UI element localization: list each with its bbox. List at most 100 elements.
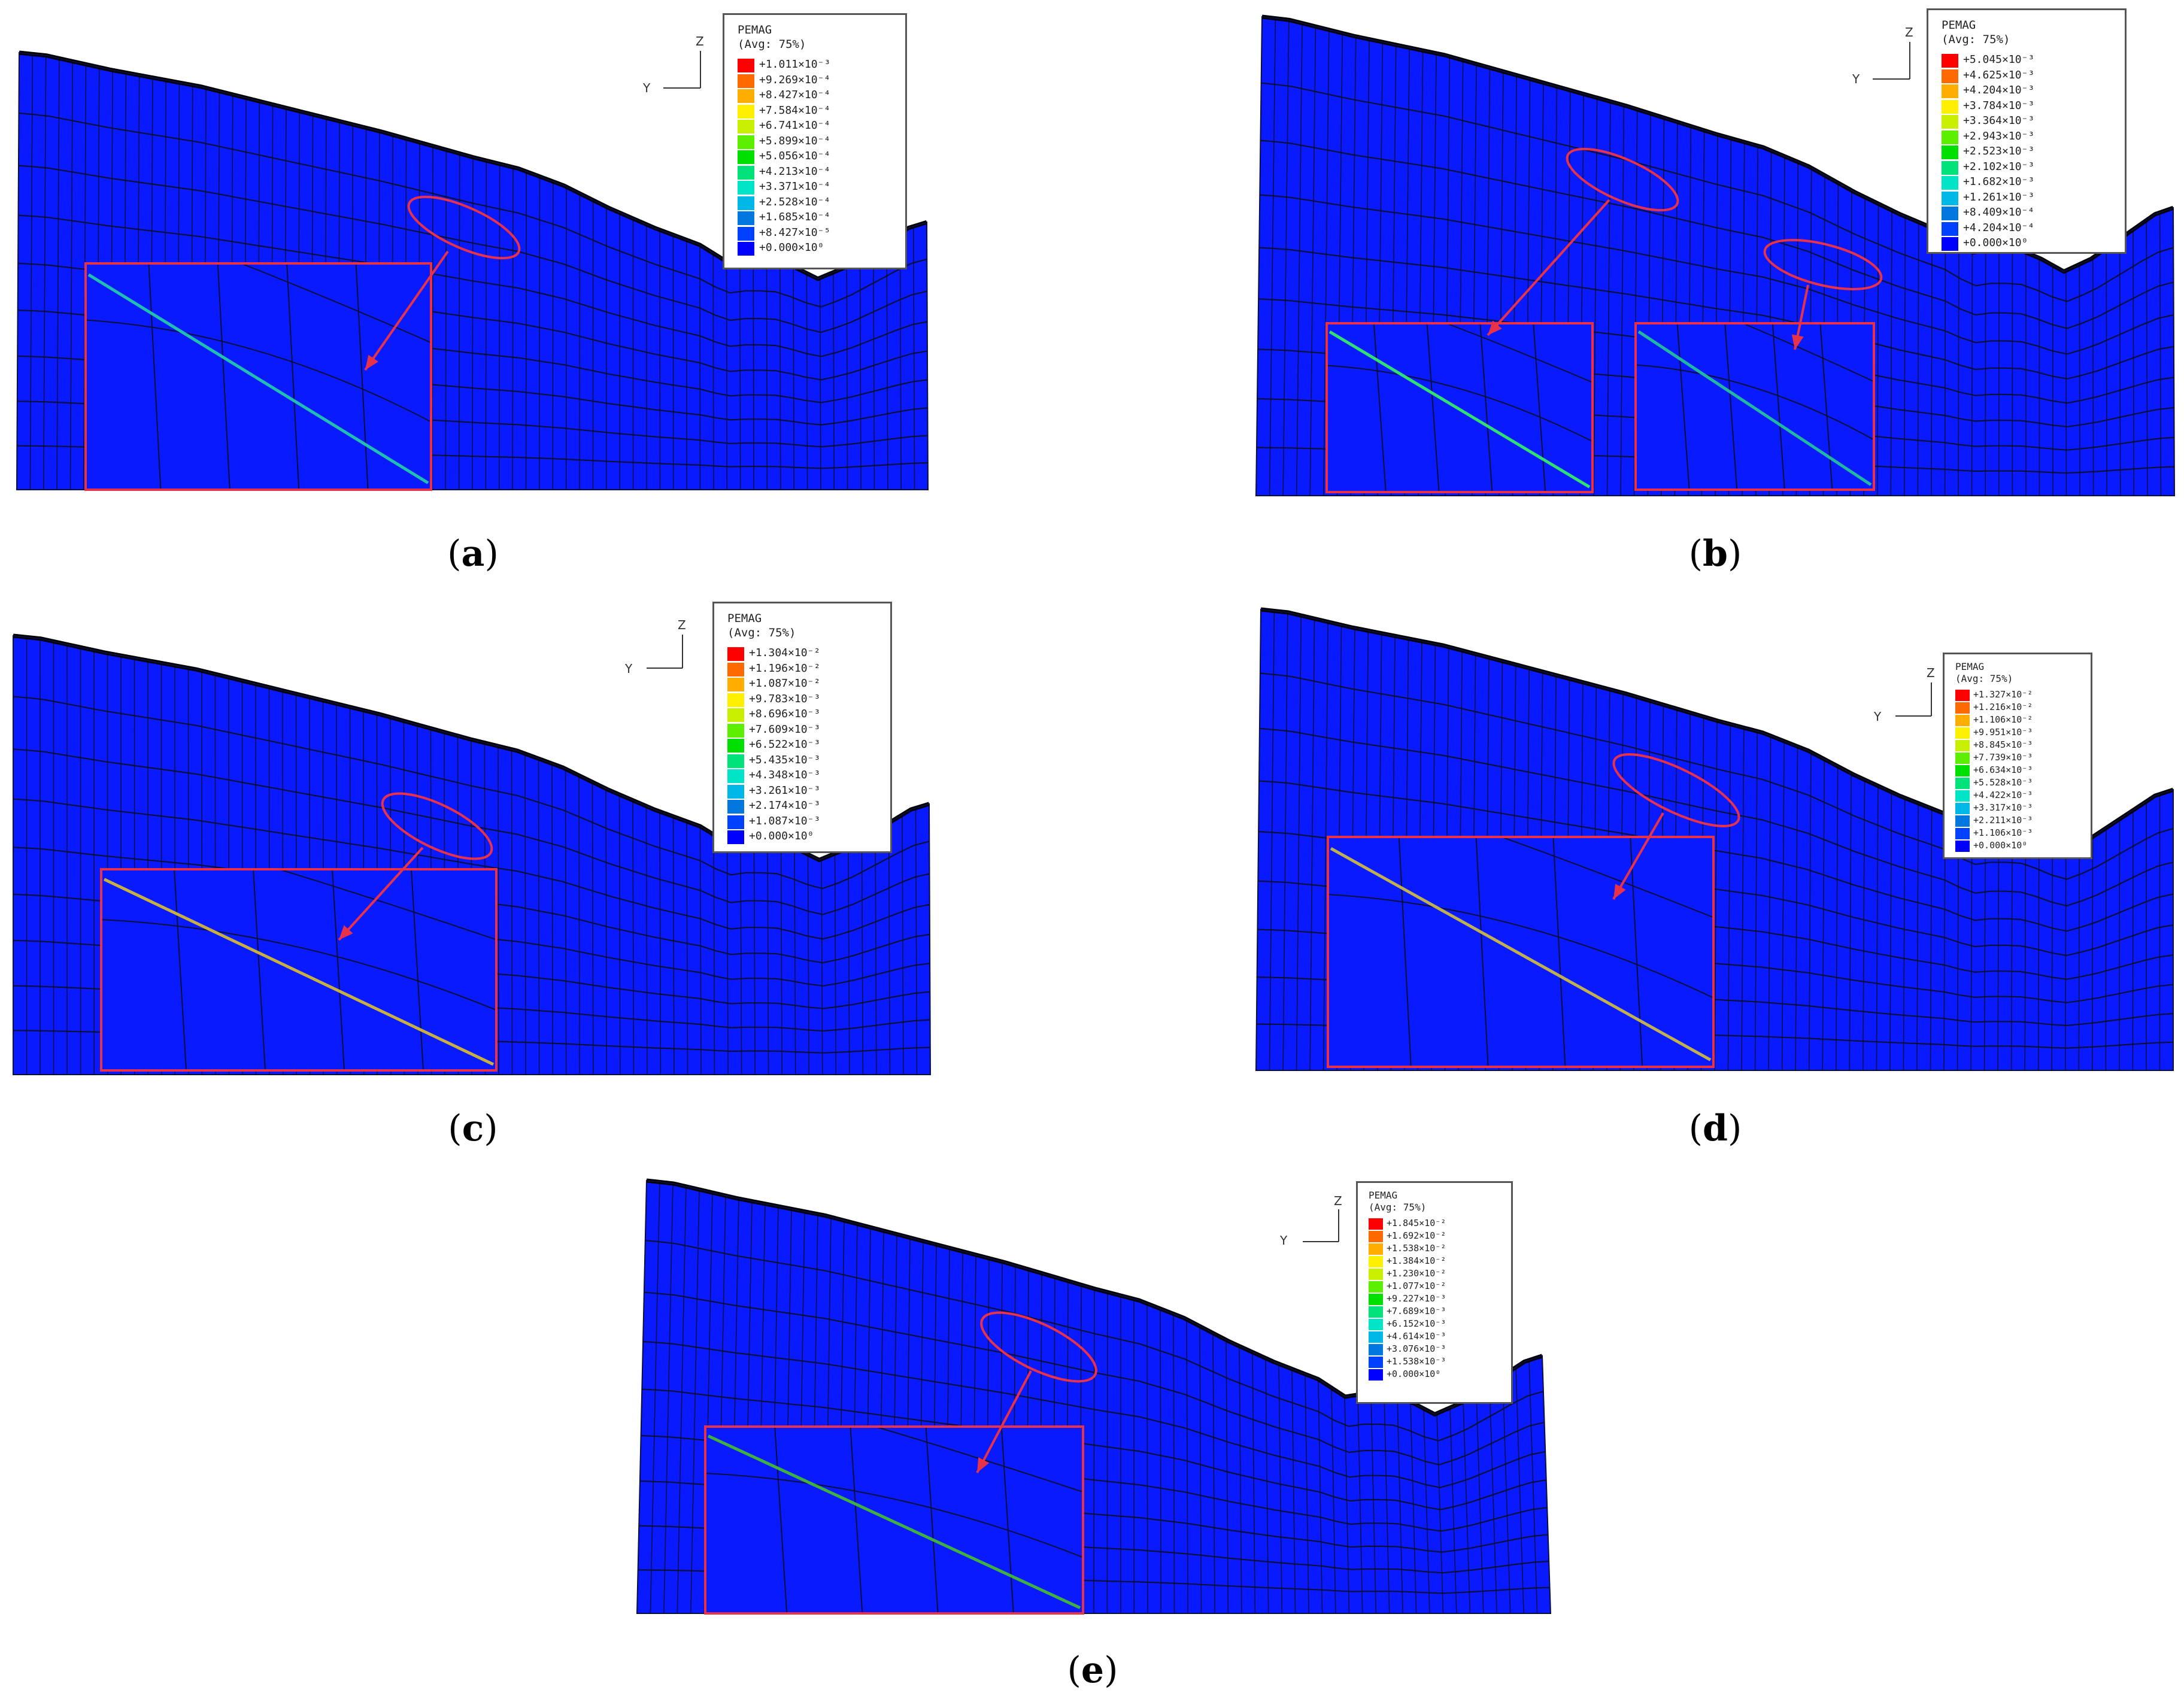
legend-value: +7.739×10⁻³ [1973, 752, 2033, 763]
legend-swatch [727, 723, 744, 738]
legend-swatch [727, 647, 744, 661]
slope-mesh [1255, 607, 2174, 1071]
legend-entry: +1.087×10⁻³ [727, 815, 907, 829]
shear-band-line [1637, 330, 1872, 486]
legend-swatch [1955, 815, 1970, 827]
legend-swatch [727, 754, 744, 768]
legend-entry: +1.106×10⁻³ [1955, 827, 2135, 842]
legend-swatch [1369, 1281, 1383, 1293]
legend-value: +1.304×10⁻² [749, 647, 821, 659]
color-legend: PEMAG (Avg: 75%) +1.327×10⁻² +1.216×10⁻² +1.… [1943, 653, 2092, 859]
legend-value: +5.528×10⁻³ [1973, 777, 2033, 788]
legend-value: +8.409×10⁻⁴ [1963, 206, 2035, 219]
zoom-inset [704, 1425, 1084, 1615]
legend-swatch [1955, 765, 1970, 776]
legend-value: +1.845×10⁻² [1387, 1218, 1446, 1228]
legend-swatch [738, 150, 754, 164]
legend-swatch [738, 104, 754, 119]
legend-swatch [1942, 237, 1958, 251]
legend-value: +1.087×10⁻² [749, 677, 821, 690]
inset-frame [1327, 836, 1715, 1068]
slope-outline [1255, 16, 2176, 496]
legend-entry: +1.304×10⁻² [727, 647, 907, 661]
arrow-shaft [1612, 812, 1664, 900]
legend-swatch [727, 662, 744, 676]
legend-entry: +1.538×10⁻² [1369, 1243, 1548, 1257]
legend-value: +0.000×10⁰ [1973, 840, 2028, 851]
legend-entry: +2.102×10⁻³ [1942, 160, 2121, 175]
legend-entry: +2.528×10⁻⁴ [738, 196, 917, 210]
arrow-head [1613, 884, 1626, 899]
legend-averaging: (Avg: 75%) [1955, 673, 2013, 684]
legend-value: +7.584×10⁻⁴ [759, 104, 831, 117]
caption-c: (c) [448, 1108, 498, 1149]
legend-swatch [1369, 1218, 1383, 1230]
legend-entry: +8.427×10⁻⁴ [738, 89, 917, 103]
legend-entry: +2.174×10⁻³ [727, 799, 907, 814]
legend-entry: +1.261×10⁻³ [1942, 191, 2121, 205]
legend-value: +3.317×10⁻³ [1973, 802, 2033, 813]
legend-swatch [1955, 690, 1970, 701]
legend-entry: +9.227×10⁻³ [1369, 1293, 1548, 1307]
legend-entry: +1.685×10⁻⁴ [738, 211, 917, 225]
legend-entry: +6.522×10⁻³ [727, 738, 907, 753]
legend-entry: +1.196×10⁻² [727, 662, 907, 676]
inset-grid-lines [1635, 323, 1874, 490]
legend-swatch [727, 830, 744, 844]
legend-swatch [1955, 702, 1970, 714]
legend-value: +5.899×10⁻⁴ [759, 134, 831, 147]
inset-fill [101, 869, 496, 1070]
legend-title: PEMAG [738, 23, 772, 37]
legend-entry: +1.384×10⁻² [1369, 1255, 1548, 1270]
legend-entry: +1.682×10⁻³ [1942, 175, 2121, 190]
legend-value: +4.625×10⁻³ [1963, 68, 2035, 81]
legend-entry: +1.845×10⁻² [1369, 1218, 1548, 1232]
legend-value: +2.102×10⁻³ [1963, 160, 2035, 173]
pointer-arrow [338, 847, 424, 941]
legend-value: +9.783×10⁻³ [749, 692, 821, 705]
inset-frame [100, 868, 498, 1072]
legend-entry: +7.689×10⁻³ [1369, 1306, 1548, 1320]
legend-entry: +8.427×10⁻⁵ [738, 226, 917, 241]
legend-swatch [738, 135, 754, 149]
axis-label-y: Y [643, 81, 651, 95]
legend-entry: +5.045×10⁻³ [1942, 53, 2121, 68]
legend-value: +1.087×10⁻³ [749, 814, 821, 827]
slope-outline [1255, 608, 2174, 1071]
legend-entry: +4.625×10⁻³ [1942, 69, 2121, 83]
legend-swatch [1942, 84, 1958, 98]
panel-d: Z Y PEMAG (Avg: 75%) +1.327×10⁻² +1.216×10⁻… [1255, 607, 2174, 1149]
legend-value: +2.523×10⁻³ [1963, 145, 2035, 157]
highlight-ellipse [1566, 147, 1679, 212]
legend-swatch [1942, 99, 1958, 114]
legend-value: +1.011×10⁻³ [759, 58, 831, 71]
color-legend: PEMAG (Avg: 75%) +1.011×10⁻³ +9.269×10⁻⁴ +8.… [723, 13, 907, 269]
highlight-ellipse [1612, 753, 1740, 827]
legend-entry: +1.077×10⁻² [1369, 1281, 1548, 1295]
legend-entry: +4.614×10⁻³ [1369, 1331, 1548, 1345]
legend-title: PEMAG [727, 612, 762, 625]
legend-swatch [1942, 176, 1958, 190]
zoom-inset [1325, 322, 1594, 493]
legend-entry: +3.317×10⁻³ [1955, 802, 2135, 817]
inset-grid-lines [1327, 836, 1714, 1067]
legend-value: +9.227×10⁻³ [1387, 1293, 1446, 1304]
legend-entry: +8.845×10⁻³ [1955, 739, 2135, 754]
legend-entry: +4.348×10⁻³ [727, 769, 907, 783]
shear-band-line [1330, 847, 1712, 1061]
legend-value: +0.000×10⁰ [1963, 236, 2028, 249]
highlight-ellipse [381, 792, 493, 860]
arrow-head [365, 354, 378, 370]
legend-entry: +5.528×10⁻³ [1955, 777, 2135, 791]
legend-entry: +4.422×10⁻³ [1955, 790, 2135, 804]
legend-value: +7.689×10⁻³ [1387, 1306, 1446, 1316]
legend-entry: +8.696×10⁻³ [727, 708, 907, 722]
highlight-ellipse [407, 195, 521, 260]
arrow-head [977, 1457, 990, 1473]
legend-entry: +5.899×10⁻⁴ [738, 135, 917, 149]
legend-swatch [1369, 1331, 1383, 1343]
legend-swatch [1942, 207, 1958, 220]
arrow-shaft [338, 847, 424, 941]
legend-entry: +3.364×10⁻³ [1942, 114, 2121, 129]
